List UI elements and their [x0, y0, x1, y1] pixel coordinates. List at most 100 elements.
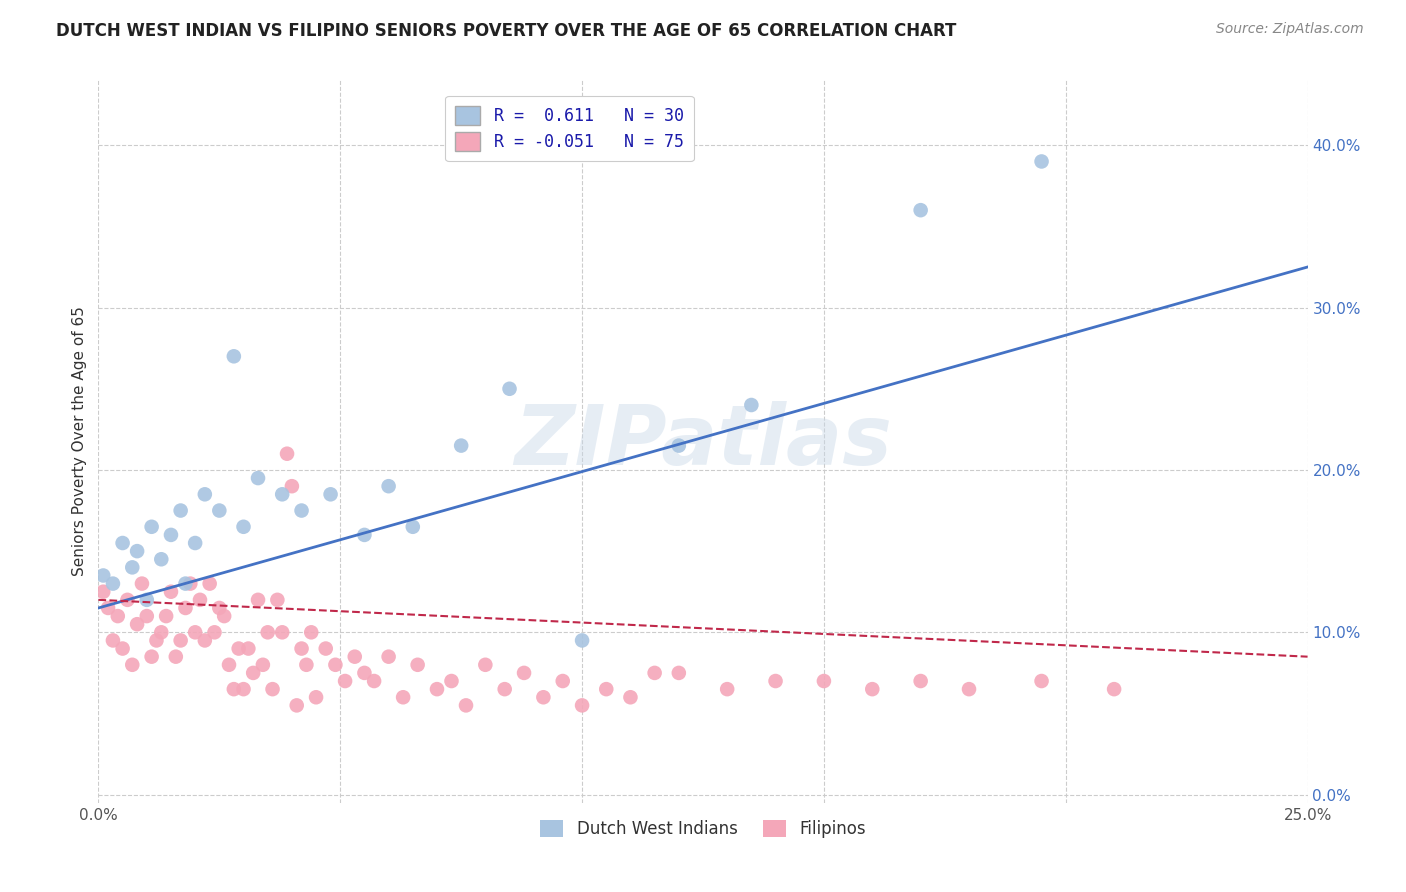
Point: [668, 439, 690, 453]
Point: [97, 601, 120, 615]
Point: [860, 682, 883, 697]
Point: [440, 673, 463, 688]
Point: [117, 592, 139, 607]
Point: [619, 690, 641, 705]
Point: [315, 641, 337, 656]
Point: [232, 520, 254, 534]
Point: [121, 560, 143, 574]
Point: [194, 633, 217, 648]
Point: [271, 625, 294, 640]
Point: [1031, 673, 1053, 688]
Point: [145, 633, 167, 648]
Point: [238, 641, 260, 656]
Point: [160, 584, 183, 599]
Point: [353, 528, 375, 542]
Point: [333, 673, 356, 688]
Point: [765, 673, 787, 688]
Point: [179, 576, 201, 591]
Text: Source: ZipAtlas.com: Source: ZipAtlas.com: [1216, 22, 1364, 37]
Point: [222, 682, 245, 697]
Point: [141, 520, 163, 534]
Point: [377, 649, 399, 664]
Point: [285, 698, 308, 713]
Point: [343, 649, 366, 664]
Point: [595, 682, 617, 697]
Point: [1102, 682, 1125, 697]
Point: [198, 576, 221, 591]
Point: [91, 568, 114, 582]
Point: [281, 479, 304, 493]
Point: [184, 536, 207, 550]
Point: [450, 439, 472, 453]
Point: [571, 698, 593, 713]
Point: [551, 673, 574, 688]
Point: [325, 657, 347, 672]
Point: [406, 657, 429, 672]
Point: [716, 682, 738, 697]
Point: [266, 592, 288, 607]
Point: [531, 690, 554, 705]
Point: [212, 609, 235, 624]
Point: [377, 479, 399, 493]
Point: [290, 641, 312, 656]
Point: [155, 609, 177, 624]
Point: [498, 382, 520, 396]
Point: [494, 682, 516, 697]
Point: [111, 536, 134, 550]
Point: [184, 625, 207, 640]
Point: [204, 625, 226, 640]
Point: [571, 633, 593, 648]
Point: [353, 665, 375, 680]
Point: [121, 657, 143, 672]
Point: [813, 673, 835, 688]
Point: [169, 503, 191, 517]
Point: [127, 617, 149, 632]
Point: [454, 698, 477, 713]
Point: [295, 657, 318, 672]
Text: DUTCH WEST INDIAN VS FILIPINO SENIORS POVERTY OVER THE AGE OF 65 CORRELATION CHA: DUTCH WEST INDIAN VS FILIPINO SENIORS PO…: [56, 22, 956, 40]
Point: [402, 520, 425, 534]
Point: [290, 503, 312, 517]
Point: [208, 601, 231, 615]
Point: [107, 609, 129, 624]
Point: [1031, 154, 1053, 169]
Point: [474, 657, 496, 672]
Point: [135, 609, 157, 624]
Point: [111, 641, 134, 656]
Point: [174, 576, 197, 591]
Point: [392, 690, 415, 705]
Point: [188, 592, 211, 607]
Point: [208, 503, 231, 517]
Point: [299, 625, 322, 640]
Point: [160, 528, 183, 542]
Point: [910, 673, 932, 688]
Point: [91, 584, 114, 599]
Point: [141, 649, 163, 664]
Point: [169, 633, 191, 648]
Point: [101, 576, 124, 591]
Point: [232, 682, 254, 697]
Point: [101, 633, 124, 648]
Point: [222, 349, 245, 363]
Point: [135, 592, 157, 607]
Legend: Dutch West Indians, Filipinos: Dutch West Indians, Filipinos: [533, 814, 873, 845]
Point: [271, 487, 294, 501]
Point: [150, 552, 173, 566]
Point: [305, 690, 328, 705]
Point: [262, 682, 284, 697]
Point: [150, 625, 173, 640]
Point: [165, 649, 187, 664]
Point: [242, 665, 264, 680]
Point: [740, 398, 762, 412]
Point: [426, 682, 449, 697]
Point: [513, 665, 536, 680]
Point: [644, 665, 666, 680]
Point: [247, 592, 270, 607]
Point: [194, 487, 217, 501]
Text: ZIPatlas: ZIPatlas: [515, 401, 891, 482]
Point: [910, 203, 932, 218]
Point: [218, 657, 240, 672]
Point: [256, 625, 278, 640]
Point: [174, 601, 197, 615]
Point: [668, 665, 690, 680]
